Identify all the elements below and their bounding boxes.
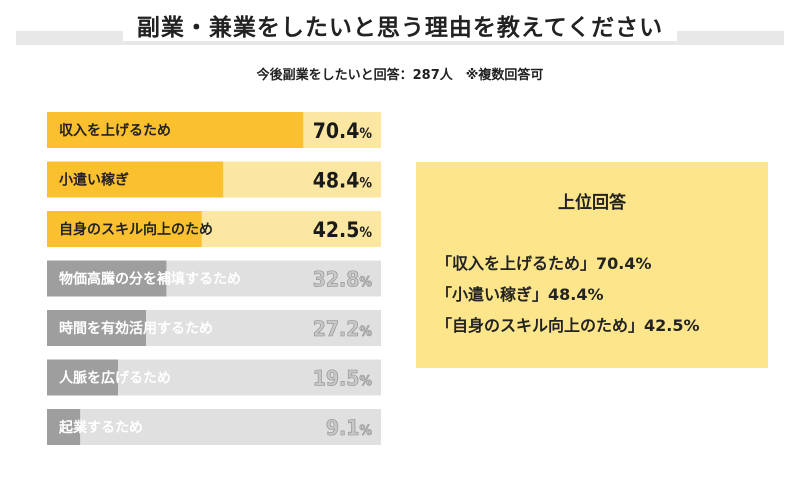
bar	[47, 310, 147, 346]
summary-item: 「自身のスキル向上のため」42.5%	[436, 316, 700, 335]
bar-value-label: 48.4%	[313, 169, 373, 193]
bar-category-label: 人脈を広げるため	[59, 370, 171, 387]
bar-category-label: 時間を有効活用するため	[59, 320, 213, 337]
bar-track	[47, 409, 381, 445]
bar-category-label: 収入を上げるため	[59, 122, 171, 139]
bar-category-label: 小遣い稼ぎ	[59, 172, 129, 189]
summary-box: 上位回答 「収入を上げるため」70.4% 「小遣い稼ぎ」48.4% 「自身のスキ…	[416, 162, 768, 368]
bar-value-label: 9.1%	[326, 416, 372, 440]
summary-list: 「収入を上げるため」70.4% 「小遣い稼ぎ」48.4% 「自身のスキル向上のた…	[436, 248, 700, 341]
bar	[47, 359, 118, 396]
summary-heading: 上位回答	[558, 193, 626, 213]
bar-category-label: 起業するため	[58, 419, 143, 436]
bar-category-label: 自身のスキル向上のため	[59, 221, 213, 238]
bar-value-label: 32.8%	[313, 268, 373, 292]
chart-title-text: 副業・兼業をしたいと思う理由を教えてください	[122, 15, 678, 41]
bar-value-label: 27.2%	[313, 317, 373, 341]
summary-item: 「収入を上げるため」70.4%	[436, 254, 652, 273]
bar	[47, 161, 224, 198]
bar-value-label: 42.5%	[313, 218, 373, 242]
bar	[47, 112, 304, 148]
bar	[47, 260, 167, 297]
summary-item: 「小遣い稼ぎ」48.4%	[436, 285, 604, 304]
chart-subtitle: 今後副業をしたいと回答：287人 ※複数回答可	[256, 68, 544, 83]
bar-value-label: 70.4%	[313, 119, 373, 143]
bar-value-label: 19.5%	[313, 367, 373, 391]
chart-title: 副業・兼業をしたいと思う理由を教えてください	[0, 8, 800, 42]
bar	[47, 409, 81, 445]
bar-category-label: 物価高騰の分を補填するため	[59, 271, 241, 288]
bar	[47, 211, 202, 247]
